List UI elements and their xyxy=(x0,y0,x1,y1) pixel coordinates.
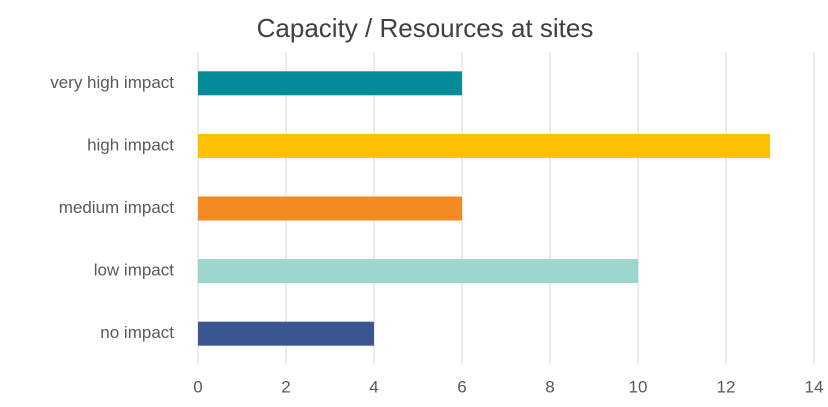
y-tick-label: medium impact xyxy=(59,198,175,217)
bar xyxy=(198,259,638,284)
chart-title: Capacity / Resources at sites xyxy=(257,13,594,43)
x-tick-label: 8 xyxy=(545,377,554,396)
x-tick-label: 14 xyxy=(805,377,824,396)
x-tick-label: 10 xyxy=(629,377,648,396)
y-tick-label: high impact xyxy=(87,135,174,154)
x-tick-label: 2 xyxy=(281,377,290,396)
bar xyxy=(198,196,462,221)
bar xyxy=(198,71,462,96)
x-tick-label: 0 xyxy=(193,377,202,396)
bar xyxy=(198,321,374,346)
y-tick-label: low impact xyxy=(94,261,175,280)
y-tick-label: very high impact xyxy=(50,73,174,92)
bar xyxy=(198,133,770,158)
x-tick-label: 12 xyxy=(717,377,736,396)
y-tick-label: no impact xyxy=(100,323,174,342)
x-tick-label: 6 xyxy=(457,377,466,396)
x-tick-label: 4 xyxy=(369,377,378,396)
